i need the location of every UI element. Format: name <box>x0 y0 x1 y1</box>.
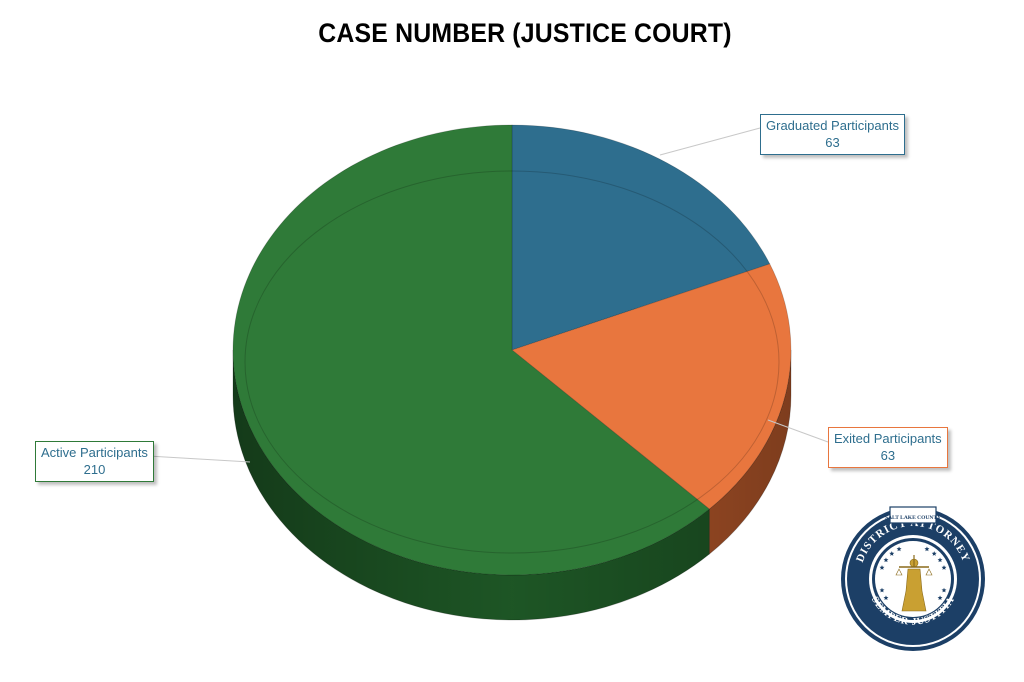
data-label-exited-participants: Exited Participants 63 <box>828 427 948 468</box>
district-attorney-seal: DISTRICT ATTORNEY SEMPER JUSTITIA SALT L… <box>841 506 985 651</box>
pie-slice-active-participants <box>232 124 710 576</box>
pie-side-shading <box>233 350 791 620</box>
seal-top-text: SALT LAKE COUNTY <box>885 515 941 521</box>
callout-leader-line <box>767 419 829 443</box>
seal-star <box>896 546 902 552</box>
data-label-graduated-participants: Graduated Participants 63 <box>760 114 905 155</box>
seal-star <box>879 587 885 593</box>
data-label-value: 63 <box>825 135 840 150</box>
pie-slice-graduated-participants <box>511 124 771 351</box>
callout-leader-line <box>659 127 761 156</box>
data-label-value: 63 <box>880 448 896 463</box>
data-label-name: Graduated Participants <box>766 118 899 133</box>
seal-star <box>924 546 930 552</box>
callout-leader-lines <box>147 127 829 463</box>
seal-star <box>889 551 895 556</box>
seal-star <box>883 557 889 563</box>
seal-star <box>937 595 943 601</box>
data-label-name: Exited Participants <box>834 431 942 446</box>
callout-leader-line <box>147 455 251 463</box>
seal-star <box>879 565 885 570</box>
data-label-name: Active Participants <box>41 445 148 460</box>
chart-title: CASE NUMBER (JUSTICE COURT) <box>318 18 732 48</box>
pie-slice-exited-participants <box>511 263 792 510</box>
data-label-value: 210 <box>83 462 106 477</box>
data-label-active-participants: Active Participants 210 <box>35 441 154 482</box>
pie-bevel-ring <box>244 170 780 554</box>
pie-side-walls <box>232 349 792 621</box>
seal-star <box>941 565 947 570</box>
seal-star <box>937 557 943 563</box>
seal-star <box>941 587 947 593</box>
seal-star <box>883 595 889 601</box>
seal-stars <box>879 546 947 601</box>
seal-star <box>931 551 937 556</box>
seal-lady-justice <box>895 555 933 612</box>
pie-top-faces <box>232 124 792 576</box>
